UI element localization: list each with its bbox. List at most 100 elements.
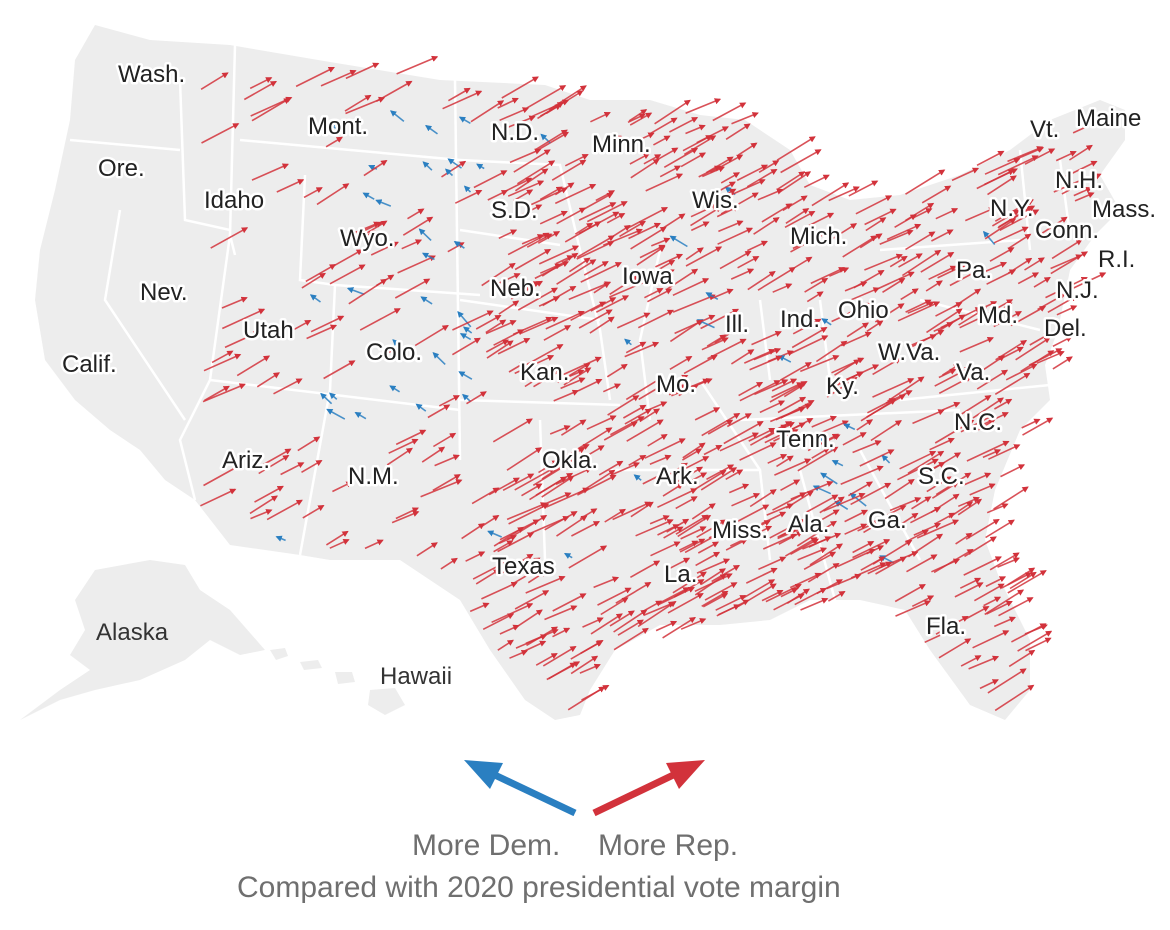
rep-shift-arrow (993, 310, 1023, 328)
rep-shift-arrow (647, 288, 673, 303)
rep-shift-arrow (489, 273, 521, 288)
rep-shift-arrow (508, 361, 527, 373)
rep-shift-arrow (609, 275, 639, 295)
rep-shift-arrow (616, 312, 651, 329)
rep-shift-arrow (976, 169, 1015, 190)
rep-shift-arrow (593, 576, 620, 589)
rep-shift-arrow (359, 308, 401, 331)
rep-shift-arrow (501, 76, 539, 99)
rep-shift-arrow (680, 618, 707, 630)
rep-shift-arrow (882, 278, 906, 293)
rep-shift-arrow (649, 515, 670, 525)
rep-shift-arrow (513, 609, 543, 630)
dem-shift-arrow (390, 110, 405, 123)
rep-shift-arrow (650, 117, 678, 134)
rep-shift-arrow (480, 515, 500, 528)
rep-shift-arrow (792, 318, 822, 335)
rep-shift-arrow (958, 395, 992, 417)
rep-shift-arrow (772, 283, 793, 293)
rep-shift-arrow (776, 136, 816, 161)
rep-shift-arrow (803, 174, 830, 189)
state-label: Ill. (725, 311, 749, 338)
rep-shift-arrow (556, 259, 597, 285)
rep-shift-arrow (773, 593, 805, 611)
rep-shift-arrow (485, 319, 517, 335)
rep-shift-arrow (653, 135, 671, 146)
rep-shift-arrow (941, 401, 961, 411)
rep-shift-arrow (602, 383, 622, 393)
rep-shift-arrow (972, 397, 1004, 419)
rep-shift-arrow (769, 518, 806, 539)
rep-shift-arrow (650, 541, 681, 557)
rep-shift-arrow (777, 526, 806, 540)
rep-shift-arrow (901, 249, 942, 277)
rep-shift-arrow (1015, 337, 1051, 361)
rep-shift-arrow (574, 427, 613, 452)
dem-shift-arrow (669, 235, 688, 248)
rep-shift-arrow (448, 87, 471, 102)
dem-shift-arrow (389, 385, 401, 393)
rep-shift-arrow (452, 310, 494, 331)
rep-shift-arrow (994, 372, 1031, 395)
state-label: Ind. (780, 306, 820, 333)
rep-shift-arrow (579, 663, 601, 674)
rep-shift-arrow (590, 111, 611, 123)
rep-shift-arrow (844, 523, 868, 535)
rep-shift-arrow (333, 249, 364, 267)
rep-shift-arrow (537, 101, 564, 120)
rep-shift-arrow (925, 280, 943, 292)
state-label: Pa. (956, 257, 992, 284)
dem-shift-arrow (326, 408, 346, 420)
rep-shift-arrow (475, 569, 501, 585)
rep-shift-arrow (774, 458, 812, 476)
dem-shift-arrow (415, 403, 427, 412)
rep-shift-arrow (613, 627, 649, 651)
rep-shift-arrow (538, 245, 580, 265)
rep-shift-arrow (696, 519, 728, 538)
rep-shift-arrow (700, 568, 726, 586)
rep-shift-arrow (535, 653, 558, 666)
rep-shift-arrow (935, 208, 959, 220)
rep-shift-arrow (852, 539, 891, 559)
rep-shift-arrow (860, 556, 886, 571)
rep-shift-arrow (395, 507, 419, 520)
rep-shift-arrow (221, 296, 248, 309)
rep-shift-arrow (823, 223, 858, 245)
rep-shift-arrow (432, 474, 461, 492)
rep-shift-arrow (236, 355, 271, 377)
rep-shift-arrow (935, 512, 956, 525)
dem-shift-arrow (812, 485, 832, 495)
dem-legend-arrowhead (464, 760, 503, 789)
state-label: La. (664, 561, 697, 588)
rep-shift-arrow (921, 185, 952, 204)
rep-shift-arrow (644, 287, 664, 299)
rep-shift-arrow (297, 436, 321, 452)
rep-shift-arrow (907, 533, 944, 558)
rep-shift-arrow (669, 319, 703, 343)
rep-shift-arrow (671, 378, 710, 396)
state-label: Ariz. (222, 447, 270, 474)
dem-shift-arrow (362, 192, 375, 200)
rep-shift-arrow (663, 526, 684, 539)
rep-shift-arrow (700, 467, 738, 491)
rep-shift-arrow (559, 356, 602, 378)
rep-shift-arrow (929, 437, 955, 451)
rep-shift-arrow (447, 242, 465, 253)
rep-shift-arrow (957, 496, 980, 508)
rep-shift-arrow (627, 113, 646, 124)
rep-shift-arrow (595, 295, 630, 313)
rep-shift-arrow (546, 661, 581, 681)
rep-shift-arrow (955, 532, 973, 545)
rep-shift-arrow (648, 269, 675, 283)
rep-shift-arrow (534, 261, 570, 280)
rep-shift-arrow (1073, 187, 1093, 197)
rep-shift-arrow (581, 684, 610, 701)
state-label: Utah (243, 317, 294, 344)
rep-shift-arrow (991, 209, 1020, 227)
rep-shift-arrow (221, 308, 266, 330)
rep-shift-arrow (810, 509, 840, 527)
rep-legend-arrowhead (666, 760, 705, 789)
rep-shift-arrow (887, 376, 925, 402)
rep-shift-arrow (670, 466, 704, 487)
state-label: N.H. (1055, 167, 1103, 194)
